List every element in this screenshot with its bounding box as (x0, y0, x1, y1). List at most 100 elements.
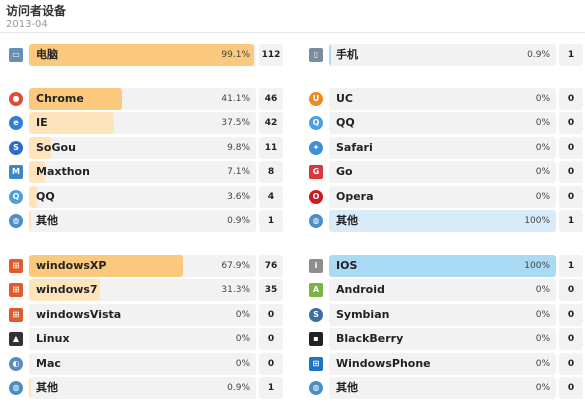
os-mobile---5-bar: 其他 0% (329, 377, 556, 399)
browser-mobile-uc-0-bar: UC 0% (329, 88, 556, 110)
os-mobile-android-1-bar: Android 0% (329, 279, 556, 301)
header-divider (0, 32, 585, 33)
os-mobile-ios-0-count: 1 (559, 255, 583, 277)
uc-icon: U (309, 92, 323, 106)
browser-pc-sogou-2-bar-fill (29, 137, 52, 159)
os-pc-windowsxp-0-bar: windowsXP 67.9% (29, 255, 256, 277)
browser-mobile-safari-2-bar: Safari 0% (329, 137, 556, 159)
browser-pc-chrome-0-bar-fill (29, 88, 123, 110)
browser-mobile---5-count: 1 (559, 210, 583, 232)
browser-pc---5-bar: 其他 0.9% (29, 210, 256, 232)
browser-mobile---5-bar: 其他 100% (329, 210, 556, 232)
qq-icon: Q (9, 190, 23, 204)
os-pc-mac-4-count: 0 (259, 353, 283, 375)
browser-mobile-qq-1-bar: QQ 0% (329, 112, 556, 134)
windows-icon: ⊞ (9, 259, 23, 273)
device-mobile-percent: 0.9% (527, 50, 550, 60)
android-icon: A (309, 283, 323, 297)
os-mobile-windowsphone-4-label: WindowsPhone (336, 357, 431, 370)
browser-pc-qq-4-bar-fill (29, 186, 38, 208)
browser-pc-qq-4-percent: 3.6% (227, 192, 250, 202)
os-pc-windows7-1-label: windows7 (36, 283, 98, 296)
os-mobile-windowsphone-4-count: 0 (559, 353, 583, 375)
os-mobile---5-count: 0 (559, 377, 583, 399)
browser-mobile-safari-2-percent: 0% (535, 143, 550, 153)
os-pc---5-bar: 其他 0.9% (29, 377, 256, 399)
os-mobile-symbian-2-count: 0 (559, 304, 583, 326)
os-pc-linux-3-label: Linux (36, 332, 70, 345)
maxthon-icon: M (9, 165, 23, 179)
browser-pc-maxthon-3-percent: 7.1% (227, 167, 250, 177)
browser-pc-maxthon-3-bar-fill (29, 161, 46, 183)
os-mobile-symbian-2-label: Symbian (336, 308, 390, 321)
os-pc-windows7-1-bar-fill (29, 279, 101, 301)
os-mobile---5-percent: 0% (535, 383, 550, 393)
device-mobile-bar: 手机 0.9% (329, 44, 556, 66)
os-mobile-blackberry-3-percent: 0% (535, 334, 550, 344)
browser-mobile---5-percent: 100% (524, 216, 550, 226)
os-pc-windowsxp-0-percent: 67.9% (221, 261, 250, 271)
browser-mobile-go-3-percent: 0% (535, 167, 550, 177)
os-mobile-blackberry-3-label: BlackBerry (336, 332, 404, 345)
browser-pc-maxthon-3-bar: Maxthon 7.1% (29, 161, 256, 183)
os-mobile-android-1-count: 0 (559, 279, 583, 301)
os-mobile-blackberry-3-bar: BlackBerry 0% (329, 328, 556, 350)
browser-pc---5-label: 其他 (36, 214, 58, 227)
browser-pc---5-count: 1 (259, 210, 283, 232)
blackberry-icon: ▪ (309, 332, 323, 346)
browser-mobile-opera-4-bar: Opera 0% (329, 186, 556, 208)
os-pc-windowsvista-2-count: 0 (259, 304, 283, 326)
browser-pc-ie-1-percent: 37.5% (221, 118, 250, 128)
device-pc-label: 电脑 (36, 48, 58, 61)
monitor-icon: ▭ (9, 48, 23, 62)
linux-icon: ▲ (9, 332, 23, 346)
mac-icon: ◐ (9, 357, 23, 371)
os-pc-windowsvista-2-percent: 0% (235, 310, 250, 320)
go-icon: G (309, 165, 323, 179)
os-mobile-android-1-label: Android (336, 283, 385, 296)
qq-icon: Q (309, 116, 323, 130)
os-pc-linux-3-bar: Linux 0% (29, 328, 256, 350)
os-pc-windows7-1-bar: windows7 31.3% (29, 279, 256, 301)
os-mobile-symbian-2-percent: 0% (535, 310, 550, 320)
globe-icon: ◍ (309, 214, 323, 228)
browser-pc---5-bar-fill (29, 210, 32, 232)
page-header: 访问者设备 2013-04 (6, 4, 66, 31)
globe-icon: ◍ (9, 381, 23, 395)
browser-pc---5-percent: 0.9% (227, 216, 250, 226)
browser-mobile-opera-4-percent: 0% (535, 192, 550, 202)
browser-mobile-uc-0-count: 0 (559, 88, 583, 110)
ios-icon: i (309, 259, 323, 273)
browser-mobile---5-bar-fill (329, 210, 556, 232)
os-pc-mac-4-percent: 0% (235, 359, 250, 369)
browser-mobile-go-3-bar: Go 0% (329, 161, 556, 183)
date-subtitle: 2013-04 (6, 19, 48, 30)
sogou-icon: S (9, 141, 23, 155)
browser-mobile-qq-1-count: 0 (559, 112, 583, 134)
device-mobile-label: 手机 (336, 48, 358, 61)
safari-icon: ✦ (309, 141, 323, 155)
os-mobile-ios-0-percent: 100% (524, 261, 550, 271)
os-mobile-symbian-2-bar: Symbian 0% (329, 304, 556, 326)
browser-mobile---5-label: 其他 (336, 214, 358, 227)
os-pc---5-percent: 0.9% (227, 383, 250, 393)
browser-pc-maxthon-3-count: 8 (259, 161, 283, 183)
ie-icon: e (9, 116, 23, 130)
os-pc-linux-3-percent: 0% (235, 334, 250, 344)
browser-pc-qq-4-count: 4 (259, 186, 283, 208)
browser-pc-sogou-2-percent: 9.8% (227, 143, 250, 153)
os-pc-windows7-1-percent: 31.3% (221, 285, 250, 295)
page-title: 访问者设备 (6, 4, 67, 18)
os-mobile-ios-0-bar-fill (329, 255, 556, 277)
browser-pc-ie-1-count: 42 (259, 112, 283, 134)
device-pc-bar: 电脑 99.1% (29, 44, 256, 66)
browser-mobile-go-3-label: Go (336, 165, 353, 178)
os-pc-windowsvista-2-label: windowsVista (36, 308, 122, 321)
browser-pc-sogou-2-count: 11 (259, 137, 283, 159)
browser-pc-chrome-0-count: 46 (259, 88, 283, 110)
os-pc-mac-4-bar: Mac 0% (29, 353, 256, 375)
device-mobile-count: 1 (559, 44, 583, 66)
browser-pc-ie-1-bar: IE 37.5% (29, 112, 256, 134)
opera-icon: O (309, 190, 323, 204)
device-pc-count: 112 (259, 44, 283, 66)
